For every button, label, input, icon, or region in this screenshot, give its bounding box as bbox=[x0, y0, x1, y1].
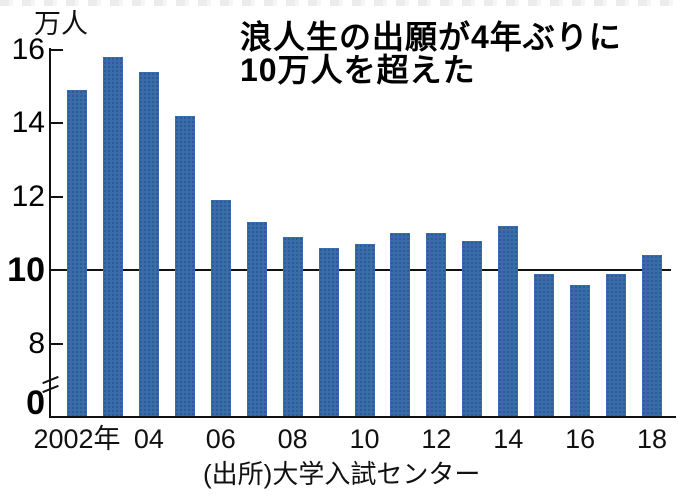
x-tick-label-2012: 12 bbox=[421, 424, 452, 454]
x-tick-label-2018: 18 bbox=[637, 424, 668, 454]
x-tick-label-2016: 16 bbox=[565, 424, 596, 454]
bar-2009 bbox=[318, 247, 339, 416]
bar-2003 bbox=[102, 56, 123, 416]
bar-2013 bbox=[462, 240, 483, 416]
chart-title-line2: 10万人を超えた bbox=[240, 52, 476, 88]
x-axis-line bbox=[49, 416, 676, 418]
x-tick-label-2002: 2002年 bbox=[33, 424, 121, 454]
bar-2010 bbox=[354, 244, 375, 416]
x-tick-label-2010: 10 bbox=[349, 424, 380, 454]
x-tick-label-2006: 06 bbox=[205, 424, 236, 454]
bar-2012 bbox=[426, 233, 447, 416]
x-tick-label-2004: 04 bbox=[133, 424, 164, 454]
y-axis-line bbox=[49, 48, 51, 418]
bar-2017 bbox=[606, 273, 627, 416]
decorative-strip bbox=[0, 0, 680, 6]
y-tick-14 bbox=[49, 122, 63, 124]
bar-2015 bbox=[534, 273, 555, 416]
y-axis-unit-label: 万人 bbox=[34, 9, 88, 39]
y-tick-label-10: 10 bbox=[7, 251, 45, 289]
y-tick-label-8: 8 bbox=[28, 326, 45, 360]
y-tick-label-14: 14 bbox=[11, 106, 45, 139]
y-tick-8 bbox=[49, 342, 63, 345]
bar-2011 bbox=[390, 233, 411, 416]
bar-2008 bbox=[282, 236, 303, 416]
bar-2016 bbox=[570, 284, 591, 416]
source-note: (出所)大学入試センター bbox=[203, 459, 481, 489]
bar-2018 bbox=[642, 255, 663, 416]
y-tick-16 bbox=[49, 48, 63, 51]
bar-2006 bbox=[210, 200, 231, 416]
x-tick-label-2014: 14 bbox=[493, 424, 524, 454]
bar-2004 bbox=[138, 71, 159, 416]
y-tick-label-16: 16 bbox=[11, 32, 45, 66]
chart-title: 浪人生の出願が4年ぶりに 10万人を超えた bbox=[240, 21, 622, 87]
y-tick-12 bbox=[49, 195, 63, 198]
bar-2002 bbox=[67, 89, 87, 416]
y-tick-label-0: 0 bbox=[26, 384, 45, 422]
bar-2007 bbox=[246, 222, 267, 416]
bar-2005 bbox=[174, 115, 195, 416]
chart-title-line1: 浪人生の出願が4年ぶりに bbox=[240, 19, 622, 55]
x-tick-label-2008: 08 bbox=[277, 424, 308, 454]
bar-2014 bbox=[498, 225, 519, 416]
y-tick-label-12: 12 bbox=[11, 179, 45, 213]
